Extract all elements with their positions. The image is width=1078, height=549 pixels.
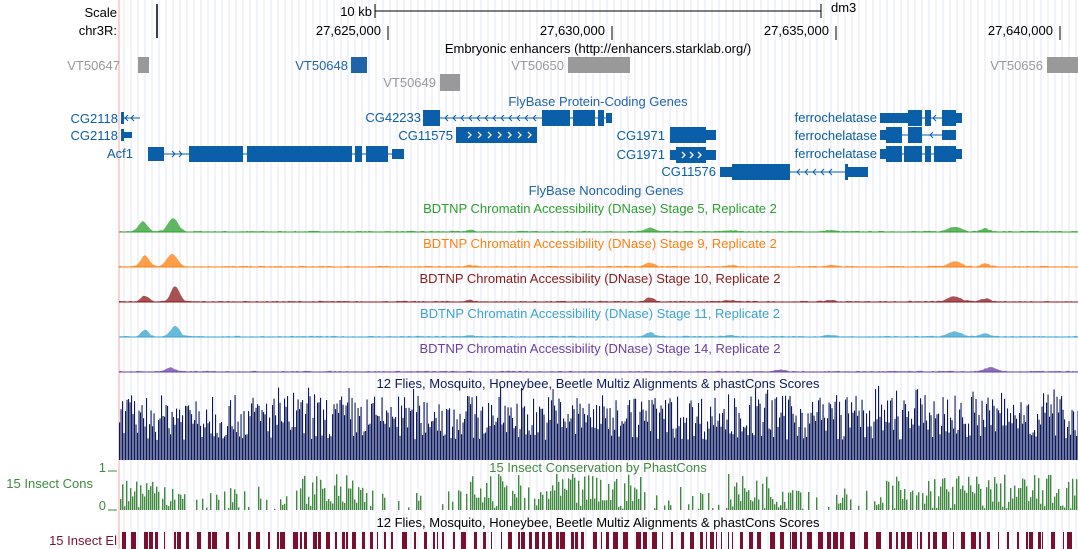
position-label: 27,640,000 xyxy=(988,23,1053,38)
elements-track-title: 12 Flies, Mosquito, Honeybee, Beetle Mul… xyxy=(377,515,820,530)
phastcons-ymin-label: 0 xyxy=(99,498,106,513)
dnase-stage10-signal[interactable] xyxy=(119,286,1078,303)
dnase-stage14-title: BDTNP Chromatin Accessibility (DNase) St… xyxy=(419,341,780,356)
dnase-stage11-signal[interactable] xyxy=(119,325,1078,338)
assembly-label: dm3 xyxy=(831,0,856,15)
scale-bar-label: 10 kb xyxy=(340,4,372,19)
gene-label: Acf1 xyxy=(107,146,133,161)
position-label: 27,630,000 xyxy=(540,23,605,38)
chrom-label: chr3R: xyxy=(79,23,117,38)
position-label: 27,635,000 xyxy=(764,23,829,38)
enhancer-label: VT50650 xyxy=(511,58,564,73)
noncoding-track-title: FlyBase Noncoding Genes xyxy=(529,183,684,198)
enhancer-feature xyxy=(440,74,460,91)
multiz-conservation-wiggle[interactable] xyxy=(119,385,1078,460)
enhancer-feature xyxy=(1047,57,1078,73)
enhancer-feature xyxy=(351,57,367,73)
scale-label: Scale xyxy=(84,5,117,20)
phastcons-track-title: 15 Insect Conservation by PhastCons xyxy=(489,460,707,475)
scale-bar xyxy=(374,4,822,18)
gene-label: ferrochelatase xyxy=(795,146,877,161)
gene-label: ferrochelatase xyxy=(795,128,877,143)
phastcons-side-label[interactable]: 15 Insect Cons xyxy=(6,476,93,491)
phastcons-wiggle[interactable] xyxy=(120,474,1078,510)
gene-label: ferrochelatase xyxy=(795,110,877,125)
dnase-stage5-signal[interactable] xyxy=(119,218,1078,233)
phastcons-ymax-label: 1 xyxy=(99,460,106,475)
dnase-stage14-signal[interactable] xyxy=(119,367,1078,373)
enhancer-label: VT50647 xyxy=(67,58,120,73)
enhancers-track-title: Embryonic enhancers (http://enhancers.st… xyxy=(445,41,751,56)
dnase-stage9-signal[interactable] xyxy=(119,254,1078,268)
elements-side-label[interactable]: 15 Insect El xyxy=(49,533,117,548)
gene-label: CG2118 xyxy=(71,111,118,126)
gene-label: CG11576 xyxy=(661,164,716,179)
position-ticks: 27,625,000 27,630,000 27,635,000 27,640,… xyxy=(316,23,1061,40)
gene-label: CG1971 xyxy=(617,128,665,143)
dnase-stage10-title: BDTNP Chromatin Accessibility (DNase) St… xyxy=(419,271,780,286)
enhancer-label: VT50649 xyxy=(383,75,436,90)
gene-label: CG11575 xyxy=(398,128,453,143)
conserved-elements[interactable] xyxy=(122,532,1072,549)
dnase-stage5-title: BDTNP Chromatin Accessibility (DNase) St… xyxy=(423,201,777,216)
enhancer-feature xyxy=(568,57,630,73)
position-label: 27,625,000 xyxy=(316,23,381,38)
enhancer-label: VT50656 xyxy=(990,58,1043,73)
multiz-track-title: 12 Flies, Mosquito, Honeybee, Beetle Mul… xyxy=(377,376,820,391)
gene-label: CG42233 xyxy=(365,110,421,125)
gene-models[interactable]: CG2118 CG2118 Acf1 CG42233 CG11575 CG197… xyxy=(71,110,962,180)
dnase-stage9-title: BDTNP Chromatin Accessibility (DNase) St… xyxy=(423,236,777,251)
gene-label: CG1971 xyxy=(617,147,665,162)
gene-label: CG2118 xyxy=(71,128,118,143)
enhancer-features[interactable]: VT50647 VT50648 VT50649 VT50650 VT50656 xyxy=(67,57,1078,91)
enhancer-feature xyxy=(138,57,149,73)
dnase-stage11-title: BDTNP Chromatin Accessibility (DNase) St… xyxy=(420,306,780,321)
coding-track-title: FlyBase Protein-Coding Genes xyxy=(508,94,688,109)
enhancer-label: VT50648 xyxy=(295,58,348,73)
